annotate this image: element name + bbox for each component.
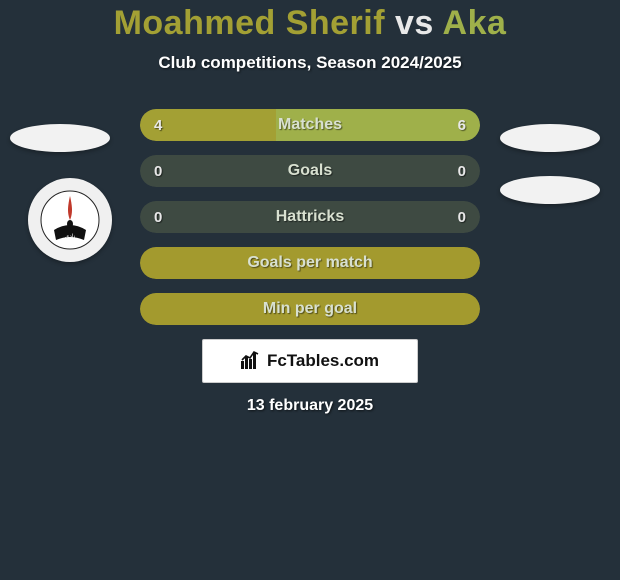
player1-club-badge: نادي (28, 178, 112, 262)
stat-bar-row: 46Matches (140, 109, 480, 141)
bar-track (140, 201, 480, 233)
title-vs: vs (395, 4, 434, 42)
brand-box[interactable]: FcTables.com (202, 339, 418, 383)
stats-bars: 46Matches 00Goals 00Hattricks Goals per mat… (140, 109, 480, 325)
date-text: 13 february 2025 (0, 397, 620, 415)
player2-team-badge-placeholder-2 (500, 176, 600, 204)
title-player2: Aka (443, 4, 507, 42)
stat-bar-row: 00Hattricks (140, 201, 480, 233)
player1-team-badge-placeholder (10, 124, 110, 152)
club-crest-icon: نادي (40, 190, 100, 250)
bar-fill-left (140, 109, 276, 141)
stat-bar-row: Goals per match (140, 247, 480, 279)
bar-fill-full (140, 247, 480, 279)
brand-text: FcTables.com (267, 351, 379, 371)
svg-text:نادي: نادي (65, 233, 76, 240)
bar-track (140, 155, 480, 187)
subtitle: Club competitions, Season 2024/2025 (0, 53, 620, 73)
bar-fill-full (140, 293, 480, 325)
player2-team-badge-placeholder-1 (500, 124, 600, 152)
bar-fill-right (276, 109, 480, 141)
stat-bar-row: Min per goal (140, 293, 480, 325)
page-title: Moahmed Sherif vs Aka (0, 4, 620, 43)
title-player1: Moahmed Sherif (114, 4, 385, 42)
stat-bar-row: 00Goals (140, 155, 480, 187)
fctables-logo-icon (241, 349, 263, 374)
